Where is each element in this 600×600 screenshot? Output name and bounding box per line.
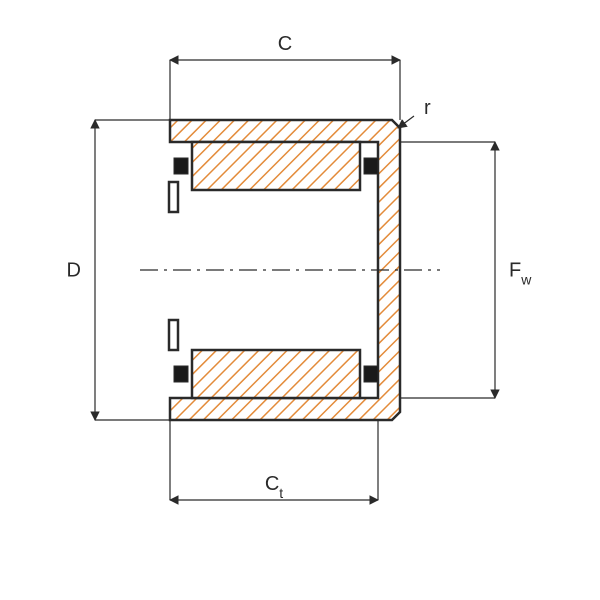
dimensions-group: C Ct D Fw r — [67, 33, 533, 501]
left-edge-slot — [169, 182, 178, 212]
dim-label-Ct: Ct — [265, 473, 283, 501]
retainer-block — [174, 158, 188, 174]
dim-label-D: D — [67, 260, 81, 282]
diagram-container: C Ct D Fw r — [0, 0, 600, 600]
roller-body — [192, 142, 360, 190]
dim-label-r: r — [424, 97, 431, 119]
cross-section-svg: C Ct D Fw r — [0, 0, 600, 600]
drawing-group — [140, 120, 440, 420]
retainer-block — [174, 366, 188, 382]
retainer-block — [364, 158, 378, 174]
dim-label-Fw: Fw — [509, 260, 532, 288]
dim-label-C: C — [278, 33, 292, 55]
roller-body — [192, 350, 360, 398]
left-edge-slot — [169, 320, 178, 350]
retainer-block — [364, 366, 378, 382]
